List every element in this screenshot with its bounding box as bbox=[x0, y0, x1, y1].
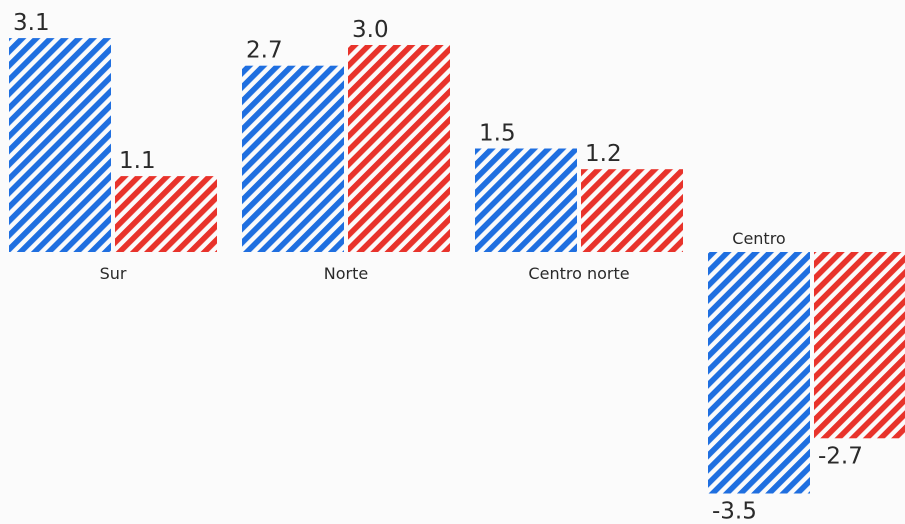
value-label: -2.7 bbox=[818, 443, 863, 469]
bar-blue-centro-norte bbox=[475, 148, 577, 252]
bar-red-norte bbox=[348, 45, 450, 252]
value-label: 1.5 bbox=[479, 121, 516, 147]
bar-blue-centro bbox=[708, 252, 810, 494]
bars-layer bbox=[9, 38, 905, 494]
category-label-centro: Centro bbox=[732, 229, 785, 248]
value-label: 1.2 bbox=[585, 141, 622, 167]
value-label: 3.0 bbox=[352, 17, 389, 43]
bar-blue-sur bbox=[9, 38, 111, 252]
value-label: -3.5 bbox=[712, 499, 757, 524]
value-label: 2.7 bbox=[246, 38, 283, 64]
category-label-norte: Norte bbox=[324, 264, 368, 283]
bar-red-centro-norte bbox=[581, 169, 683, 252]
value-label: 3.1 bbox=[13, 10, 50, 36]
value-label: 1.1 bbox=[119, 148, 156, 174]
bar-red-sur bbox=[115, 176, 217, 252]
category-label-centro-norte: Centro norte bbox=[528, 264, 629, 283]
category-label-sur: Sur bbox=[100, 264, 127, 283]
labels-layer: 3.1 1.1 Sur 2.7 3.0 Norte 1.5 1.2 Centro norte -3… bbox=[13, 10, 863, 524]
bar-blue-norte bbox=[242, 65, 344, 252]
bar-red-centro bbox=[814, 252, 905, 439]
